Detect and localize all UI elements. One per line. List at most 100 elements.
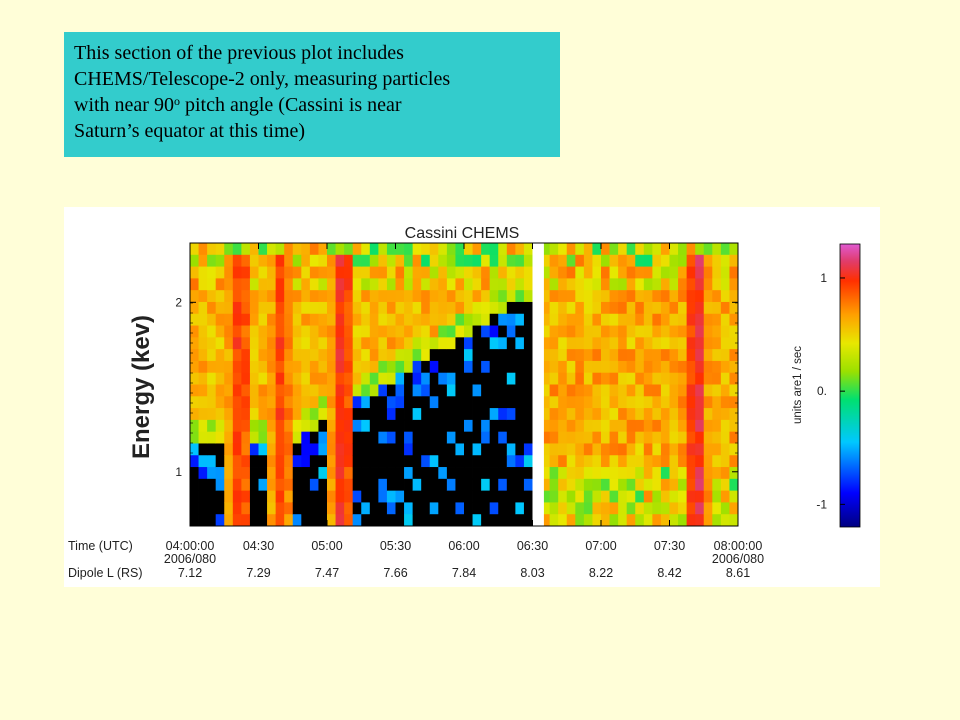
- heatmap-cell: [601, 360, 610, 374]
- heatmap-cell: [309, 384, 319, 397]
- heatmap-cell: [523, 243, 533, 256]
- heatmap-cell: [523, 301, 533, 315]
- heatmap-cell: [421, 325, 431, 338]
- heatmap-cell: [421, 360, 431, 374]
- colorbar-ticks: 10.-1: [816, 271, 845, 511]
- heatmap-cell: [369, 325, 379, 338]
- heatmap-cell: [472, 478, 482, 492]
- heatmap-cell: [344, 502, 354, 515]
- heatmap-cell: [703, 325, 713, 338]
- heatmap-cell: [301, 419, 311, 433]
- heatmap-cell: [575, 278, 585, 291]
- heatmap-cell: [660, 514, 670, 527]
- heatmap-cell: [224, 337, 234, 350]
- heatmap-cell: [626, 360, 636, 374]
- heatmap-cell: [455, 396, 465, 409]
- heatmap-cell: [318, 408, 328, 421]
- heatmap-cell: [523, 290, 533, 303]
- heatmap-cell: [438, 490, 448, 503]
- heatmap-cell: [669, 313, 679, 326]
- heatmap-cell: [395, 266, 405, 279]
- heatmap-cell: [429, 349, 439, 362]
- heatmap-cell: [583, 301, 593, 315]
- heatmap-cell: [395, 290, 405, 303]
- heatmap-cell: [386, 419, 396, 433]
- heatmap-cell: [558, 514, 568, 527]
- heatmap-cell: [464, 360, 473, 374]
- heatmap-cell: [207, 337, 217, 350]
- heatmap-cell: [601, 266, 610, 279]
- heatmap-cell: [635, 301, 645, 315]
- heatmap-cell: [215, 514, 225, 527]
- heatmap-cell: [258, 301, 268, 315]
- heatmap-cell: [429, 502, 439, 515]
- heatmap-cell: [284, 372, 294, 385]
- heatmap-cell: [395, 243, 405, 256]
- heatmap-cell: [421, 337, 431, 350]
- heatmap-cell: [575, 301, 585, 315]
- heatmap-cell: [429, 337, 439, 350]
- heatmap-cell: [643, 384, 653, 397]
- heatmap-cell: [421, 419, 431, 433]
- heatmap-cell: [729, 502, 739, 515]
- heatmap-cell: [498, 384, 508, 397]
- heatmap-cell: [352, 478, 362, 492]
- heatmap-cell: [729, 254, 739, 267]
- heatmap-cell: [703, 514, 713, 527]
- heatmap-cell: [464, 467, 473, 480]
- heatmap-cell: [190, 396, 199, 409]
- heatmap-cell: [652, 514, 662, 527]
- heatmap-cell: [703, 278, 713, 291]
- heatmap-cell: [575, 431, 585, 444]
- heatmap-cell: [643, 419, 653, 433]
- heatmap-cell: [686, 360, 696, 374]
- heatmap-cell: [669, 337, 679, 350]
- heatmap-cell: [421, 278, 431, 291]
- heatmap-cell: [592, 349, 602, 362]
- heatmap-cell: [549, 372, 559, 385]
- heatmap-cell: [249, 254, 259, 267]
- heatmap-cell: [695, 243, 705, 256]
- heatmap-cell: [601, 502, 610, 515]
- heatmap-cell: [446, 384, 456, 397]
- heatmap-cell: [720, 301, 730, 315]
- heatmap-cell: [412, 372, 422, 385]
- heatmap-cell: [395, 455, 405, 468]
- heatmap-cell: [446, 502, 456, 515]
- heatmap-cell: [344, 467, 354, 480]
- heatmap-cell: [395, 419, 405, 433]
- heatmap-cell: [429, 372, 439, 385]
- heatmap-cell: [506, 349, 516, 362]
- heatmap-cell: [215, 431, 225, 444]
- heatmap-cell: [618, 384, 628, 397]
- heatmap-cell: [292, 243, 302, 256]
- heatmap-cell: [609, 301, 619, 315]
- heatmap-cell: [678, 384, 688, 397]
- heatmap-cell: [429, 266, 439, 279]
- heatmap-cell: [190, 408, 199, 421]
- heatmap-cell: [626, 278, 636, 291]
- heatmap-cell: [464, 254, 473, 267]
- heatmap-cell: [241, 384, 251, 397]
- heatmap-cell: [241, 478, 251, 492]
- heatmap-cell: [395, 349, 405, 362]
- heatmap-cell: [643, 408, 653, 421]
- heatmap-cell: [652, 396, 662, 409]
- heatmap-cell: [395, 490, 405, 503]
- heatmap-cell: [669, 266, 679, 279]
- heatmap-cell: [386, 443, 396, 456]
- heatmap-cell: [446, 443, 456, 456]
- heatmap-cell: [361, 290, 371, 303]
- heatmap-cell: [506, 478, 516, 492]
- heatmap-cell: [309, 514, 319, 527]
- heatmap-cell: [626, 384, 636, 397]
- heatmap-cell: [318, 431, 328, 444]
- heatmap-cell: [395, 431, 405, 444]
- heatmap-cell: [292, 419, 302, 433]
- heatmap-cell: [498, 254, 508, 267]
- heatmap-cell: [369, 408, 379, 421]
- heatmap-cell: [652, 325, 662, 338]
- heatmap-cell: [275, 384, 285, 397]
- colorbar-tick-label: 1: [820, 271, 827, 285]
- heatmap-cell: [669, 431, 679, 444]
